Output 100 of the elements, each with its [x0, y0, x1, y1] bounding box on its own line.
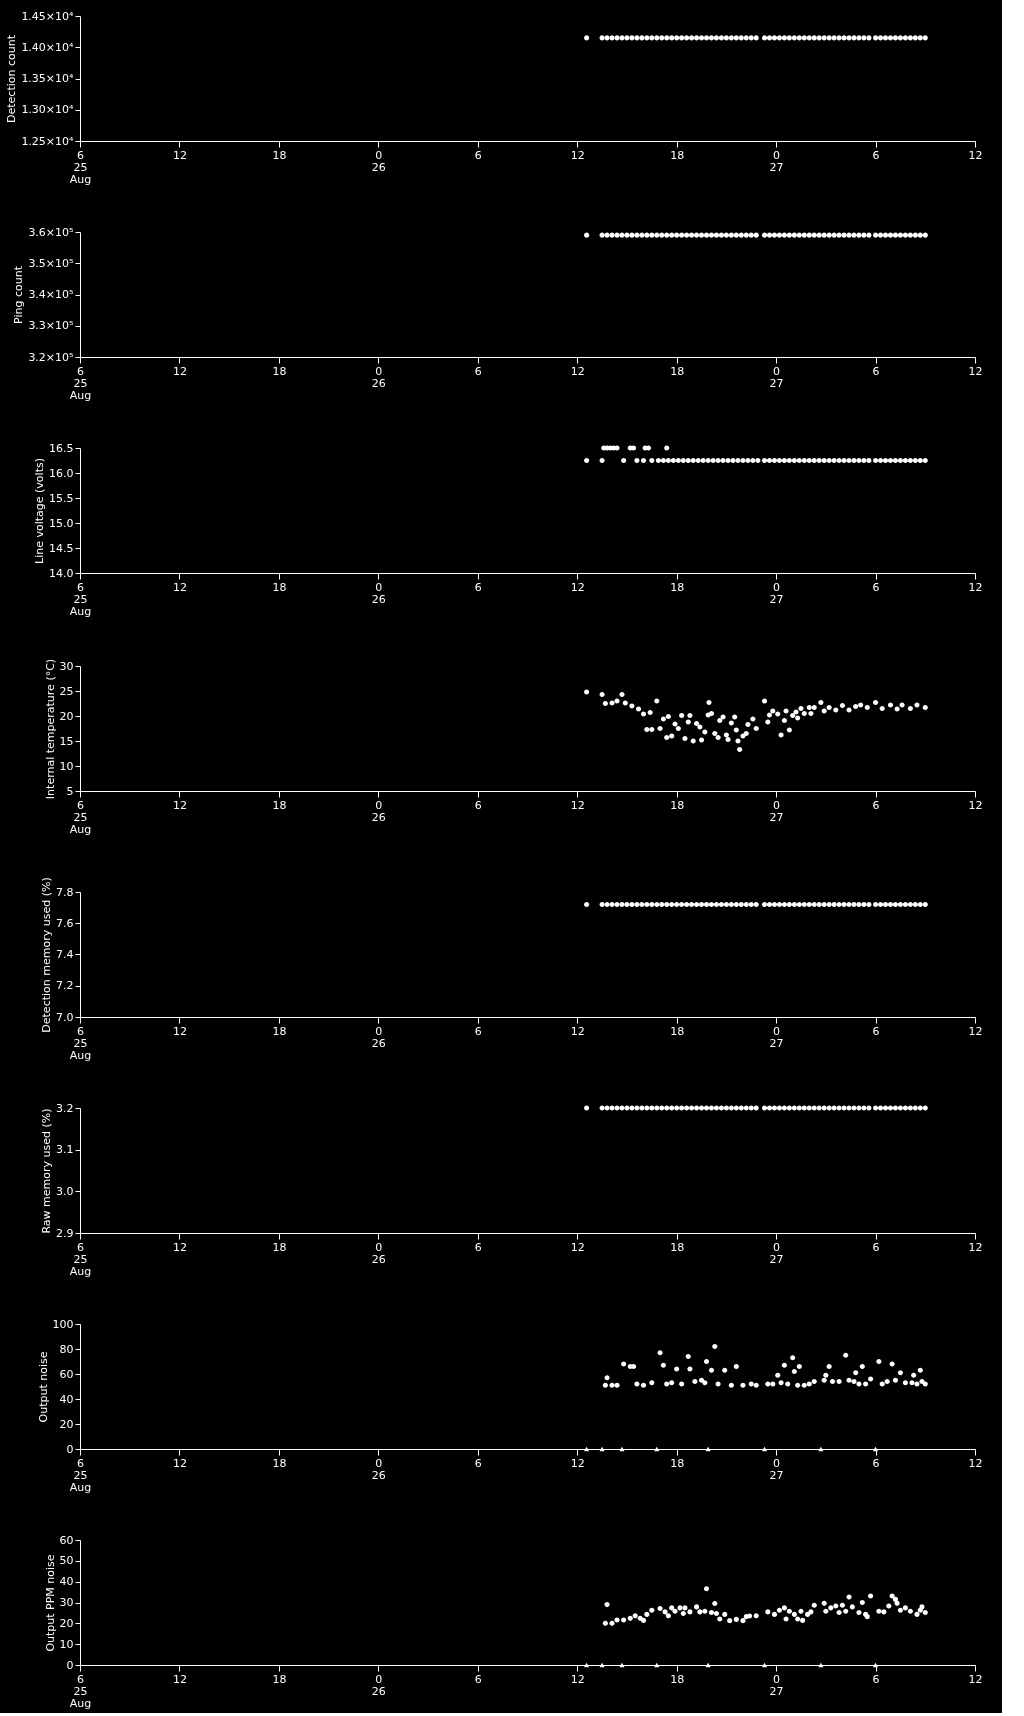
y-axis-title: Raw memory used (%) [40, 1108, 54, 1234]
x-tick-label: 18 [272, 798, 287, 812]
y-tick-label: 3.2 [56, 1101, 74, 1115]
x-tick-label: 6 [474, 1672, 482, 1686]
x-tick-label: 6 25 Aug [69, 1240, 92, 1278]
y-tick-label: 3.0 [56, 1184, 74, 1198]
y-tick-label: 1.35×10⁴ [21, 72, 75, 85]
x-tick-label: 18 [670, 1456, 685, 1470]
y-tick-label: 14.5 [49, 541, 74, 555]
x-tick-label: 12 [570, 1024, 585, 1038]
x-tick-label: 18 [272, 1024, 287, 1038]
x-tick-label: 0 27 [769, 1240, 784, 1266]
x-tick-label: 18 [670, 1024, 685, 1038]
x-tick-label: 12 [570, 1672, 585, 1686]
x-tick-label: 18 [272, 364, 287, 378]
x-tick-label: 6 [474, 580, 482, 594]
y-tick-label: 80 [59, 1342, 74, 1356]
x-tick-label: 0 26 [371, 148, 386, 174]
x-tick-label: 6 [474, 1024, 482, 1038]
x-tick-label: 12 [172, 364, 187, 378]
y-tick-label: 0 [66, 1658, 74, 1672]
x-tick-label: 18 [670, 1672, 685, 1686]
x-tick-label: 6 [474, 1240, 482, 1254]
x-tick-label: 6 [872, 1456, 880, 1470]
x-tick-label: 12 [968, 798, 983, 812]
x-tick-label: 6 [872, 364, 880, 378]
x-tick-label: 12 [570, 364, 585, 378]
x-tick-label: 12 [172, 1240, 187, 1254]
x-tick-label: 12 [968, 364, 983, 378]
y-tick-label: 7.0 [56, 1010, 74, 1024]
x-tick-label: 6 [474, 1456, 482, 1470]
x-tick-label: 12 [968, 580, 983, 594]
x-tick-label: 6 [474, 148, 482, 162]
y-tick-label: 3.2×10⁵ [28, 350, 74, 364]
y-tick-label: 3.6×10⁵ [28, 225, 74, 239]
y-tick-label: 15 [59, 734, 74, 748]
y-axis-title: Detection count [5, 34, 19, 123]
y-tick-label: 0 [66, 1442, 74, 1456]
x-tick-label: 12 [172, 1024, 187, 1038]
x-tick-label: 6 [474, 798, 482, 812]
x-tick-label: 0 26 [371, 798, 386, 824]
x-tick-label: 18 [670, 364, 685, 378]
x-tick-label: 0 27 [769, 148, 784, 174]
x-tick-label: 12 [570, 580, 585, 594]
x-tick-label: 0 26 [371, 1456, 386, 1482]
y-axis-title: Output noise [36, 1351, 50, 1423]
y-tick-label: 1.25×10⁴ [21, 134, 75, 148]
y-tick-label: 100 [52, 1317, 74, 1331]
x-tick-label: 6 [474, 364, 482, 378]
y-tick-label: 15.0 [49, 516, 74, 530]
y-tick-label: 50 [59, 1554, 74, 1568]
y-axis-title: Internal temperature (°C) [43, 658, 57, 800]
x-tick-label: 6 25 Aug [69, 1456, 92, 1494]
x-tick-label: 18 [670, 1240, 685, 1254]
y-tick-label: 7.6 [56, 916, 74, 930]
x-tick-label: 6 25 Aug [69, 148, 92, 186]
y-axis-title: Line voltage (volts) [33, 458, 47, 564]
x-tick-label: 0 27 [769, 1024, 784, 1050]
y-tick-label: 16.0 [49, 466, 74, 480]
y-tick-label: 15.5 [49, 491, 74, 505]
x-tick-label: 12 [570, 798, 585, 812]
x-tick-label: 12 [172, 148, 187, 162]
y-axis-title: Detection memory used (%) [40, 877, 54, 1033]
x-tick-label: 12 [968, 1672, 983, 1686]
y-tick-label: 14.0 [49, 566, 74, 580]
x-tick-label: 6 [872, 1024, 880, 1038]
x-tick-label: 12 [968, 148, 983, 162]
x-tick-label: 0 27 [769, 798, 784, 824]
x-tick-label: 6 [872, 798, 880, 812]
x-tick-label: 0 27 [769, 364, 784, 390]
x-tick-label: 6 25 Aug [69, 1672, 92, 1710]
x-tick-label: 12 [172, 580, 187, 594]
x-tick-label: 0 27 [769, 1456, 784, 1482]
x-tick-label: 0 26 [371, 580, 386, 606]
y-axis-title: Ping count [12, 265, 26, 324]
x-tick-label: 0 27 [769, 1672, 784, 1698]
y-tick-label: 20 [59, 709, 74, 723]
y-tick-label: 40 [59, 1575, 74, 1589]
x-tick-label: 6 25 Aug [69, 798, 92, 836]
x-tick-label: 0 26 [371, 364, 386, 390]
x-tick-label: 18 [272, 580, 287, 594]
x-tick-label: 18 [272, 148, 287, 162]
x-tick-label: 12 [570, 1240, 585, 1254]
y-tick-label: 10 [59, 1637, 74, 1651]
y-tick-label: 60 [59, 1533, 74, 1547]
y-tick-label: 30 [59, 659, 74, 673]
x-tick-label: 12 [968, 1240, 983, 1254]
x-tick-label: 12 [172, 798, 187, 812]
x-tick-label: 18 [272, 1456, 287, 1470]
x-tick-label: 12 [570, 148, 585, 162]
x-tick-label: 18 [670, 798, 685, 812]
y-tick-label: 1.40×10⁴ [21, 40, 75, 54]
y-axis-title: Output PPM noise [43, 1554, 57, 1652]
y-tick-label: 5 [66, 784, 74, 798]
y-tick-label: 3.4×10⁵ [28, 288, 74, 301]
y-tick-label: 20 [59, 1616, 74, 1630]
y-tick-label: 3.3×10⁵ [28, 319, 74, 333]
x-tick-label: 0 27 [769, 580, 784, 606]
x-tick-label: 0 26 [371, 1672, 386, 1698]
y-tick-label: 40 [59, 1392, 74, 1406]
